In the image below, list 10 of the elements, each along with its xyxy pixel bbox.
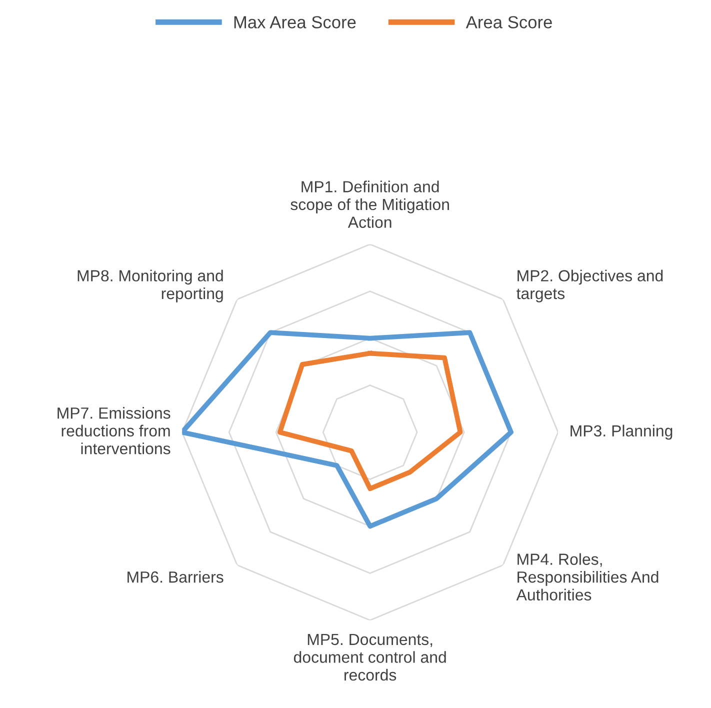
legend-label: Area Score <box>466 16 552 28</box>
spoke-label: MP2. Objectives and targets <box>516 270 663 302</box>
spoke-label: MP4. Roles, Responsibilities And Authorities <box>516 553 658 601</box>
spoke-label: MP7. Emissions reductions from interventions <box>58 407 170 454</box>
spoke-label: MP6. Barriers <box>128 571 224 583</box>
spoke-label: MP3. Planning <box>570 424 672 440</box>
spoke-label: MP8. Monitoring and reporting <box>78 270 223 302</box>
spoke-label: MP5. Documents, document control and records <box>294 634 446 681</box>
legend-label: Max Area Score <box>234 16 356 28</box>
spoke-label: MP1. Definition and scope of the Mitigation Action <box>290 180 449 228</box>
